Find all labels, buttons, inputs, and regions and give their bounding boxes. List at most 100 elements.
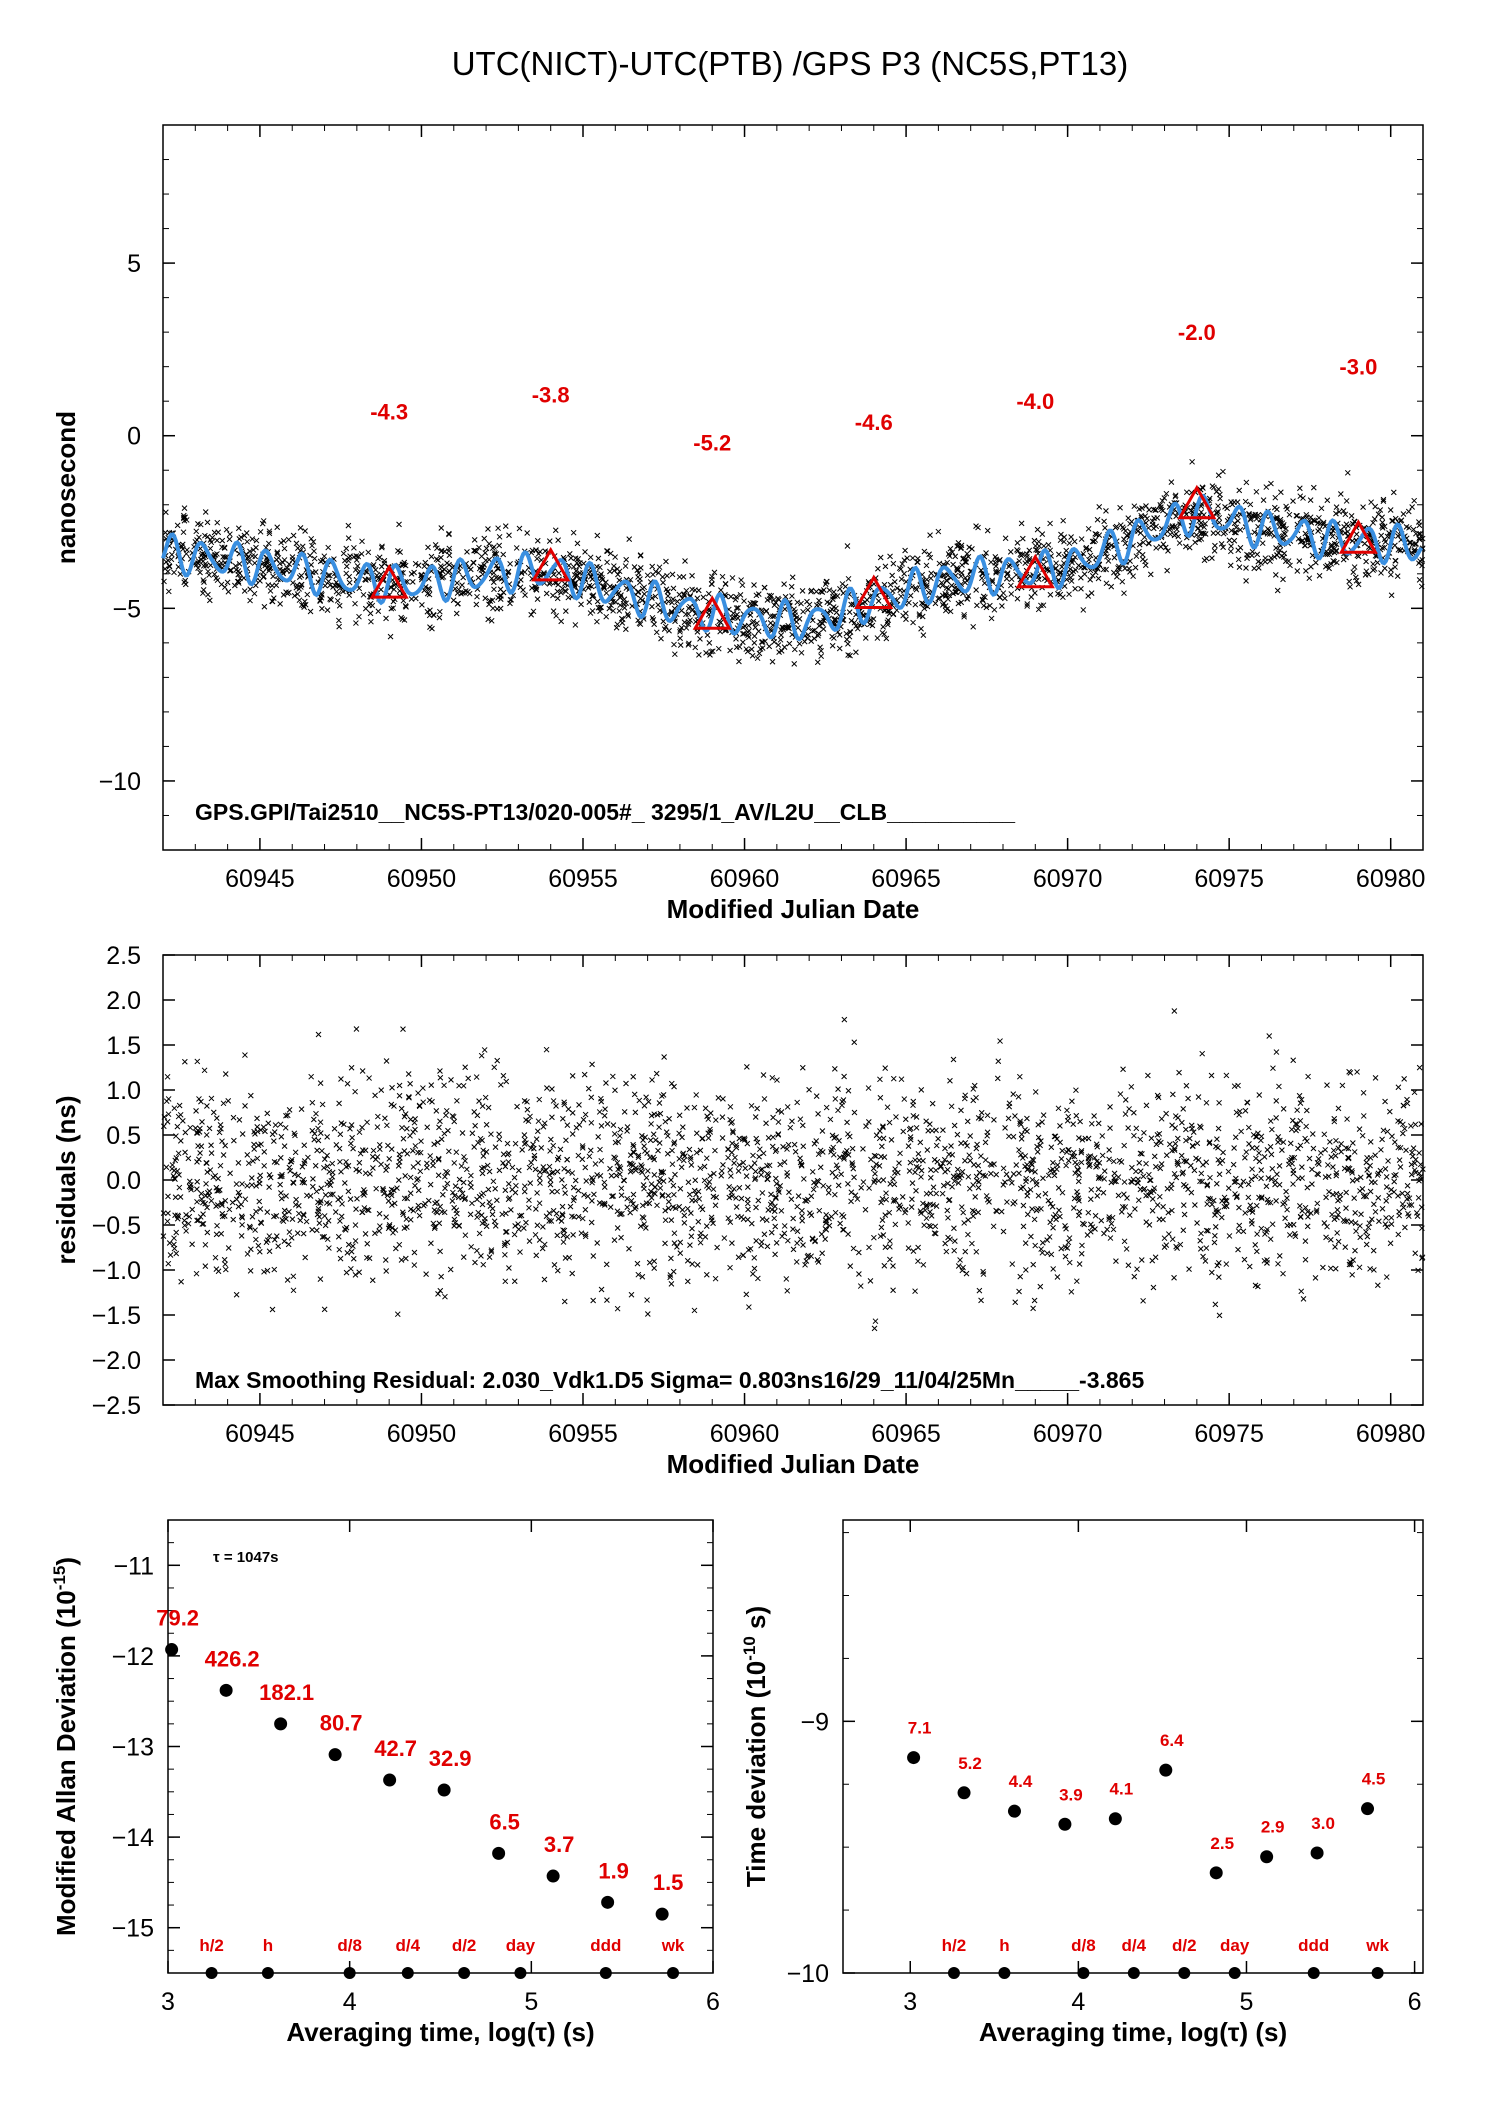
- data-point: [428, 553, 435, 560]
- data-point: [660, 579, 666, 586]
- residual-point: [345, 1241, 352, 1248]
- residual-point: [787, 1124, 794, 1131]
- residual-point: [394, 1311, 401, 1318]
- residual-point: [582, 1164, 589, 1171]
- residual-point: [338, 1213, 345, 1220]
- data-point: [740, 639, 746, 646]
- data-point: [983, 550, 989, 556]
- data-point: [224, 579, 231, 586]
- data-point: [340, 550, 347, 557]
- residual-point: [705, 1184, 712, 1191]
- data-point: [1389, 518, 1395, 524]
- residual-point: [676, 1130, 682, 1137]
- residual-point: [345, 1188, 352, 1195]
- residual-point: [753, 1204, 759, 1211]
- residual-point: [1203, 1099, 1210, 1106]
- residual-point: [511, 1174, 518, 1181]
- data-point: [963, 559, 970, 565]
- data-point: [1078, 536, 1085, 542]
- residual-point: [316, 1220, 323, 1226]
- residual-point: [799, 1064, 806, 1071]
- residual-point: [1298, 1288, 1305, 1295]
- data-point: [181, 505, 188, 512]
- data-point: [928, 575, 934, 582]
- data-point: [197, 569, 203, 576]
- residual-point: [442, 1293, 448, 1300]
- residual-point: [1383, 1173, 1390, 1180]
- data-point: [261, 603, 268, 610]
- data-point: [1212, 542, 1218, 549]
- data-point: [1016, 558, 1023, 564]
- data-point: [1125, 515, 1132, 521]
- residual-point: [289, 1216, 296, 1222]
- residual-point: [554, 1267, 561, 1274]
- data-point: [786, 640, 793, 647]
- data-point: [460, 574, 467, 581]
- data-point: [955, 600, 962, 607]
- residual-point: [194, 1058, 201, 1065]
- residual-point: [1037, 1283, 1044, 1290]
- data-point: [1416, 519, 1422, 525]
- data-point: [1047, 520, 1053, 527]
- residual-point: [800, 1143, 807, 1150]
- residual-point: [383, 1268, 390, 1274]
- residual-point: [868, 1156, 874, 1163]
- data-point: [1127, 520, 1133, 527]
- residual-point: [1391, 1139, 1398, 1145]
- residual-point: [582, 1206, 589, 1213]
- data-point: [226, 536, 233, 543]
- residual-point: [732, 1154, 738, 1161]
- residual-point: [415, 1090, 421, 1096]
- residual-point: [718, 1168, 725, 1174]
- residual-point: [1237, 1182, 1244, 1189]
- residual-point: [1126, 1212, 1133, 1218]
- residual-point: [1322, 1146, 1329, 1153]
- residual-point: [750, 1271, 756, 1277]
- residual-point: [1367, 1162, 1373, 1169]
- residual-point: [867, 1278, 874, 1284]
- residual-point: [1306, 1155, 1313, 1162]
- residual-point: [1005, 1115, 1012, 1122]
- data-point: [1247, 516, 1254, 523]
- residual-point: [881, 1154, 888, 1160]
- residual-point: [978, 1297, 984, 1304]
- data-point: [676, 591, 683, 598]
- residual-point: [1010, 1133, 1017, 1140]
- data-point: [325, 544, 332, 551]
- residual-point: [1349, 1177, 1356, 1184]
- residual-point: [277, 1121, 284, 1128]
- residual-point: [688, 1233, 695, 1240]
- data-point: [1218, 541, 1225, 547]
- data-point: [649, 563, 656, 570]
- residual-point: [860, 1179, 867, 1185]
- data-point: [336, 623, 342, 630]
- data-point: [696, 652, 702, 658]
- data-point: [270, 595, 277, 601]
- marker-label: -4.0: [1016, 389, 1054, 414]
- data-point: [894, 585, 901, 592]
- data-point: [353, 620, 359, 626]
- residual-point: [382, 1115, 388, 1122]
- residual-point: [537, 1180, 543, 1186]
- data-point: [1140, 539, 1147, 546]
- residual-point: [778, 1207, 785, 1214]
- data-point: [1095, 575, 1102, 582]
- data-point: [1379, 514, 1385, 521]
- residual-point: [491, 1218, 498, 1225]
- data-point: [781, 581, 787, 587]
- residual-point: [875, 1177, 882, 1184]
- residual-point: [336, 1246, 343, 1253]
- x-tick-label: 60960: [710, 865, 780, 893]
- data-point: [927, 532, 933, 538]
- residual-point: [383, 1058, 390, 1064]
- residual-point: [1023, 1178, 1029, 1185]
- residual-point: [1367, 1139, 1374, 1145]
- residual-point: [206, 1125, 213, 1132]
- residual-point: [662, 1118, 669, 1125]
- data-point: [211, 571, 218, 578]
- marker-label: -4.3: [370, 400, 408, 425]
- residual-point: [213, 1115, 220, 1121]
- residual-point: [569, 1270, 576, 1277]
- x-tick-label: 60980: [1356, 1420, 1426, 1448]
- residual-point: [1006, 1103, 1013, 1110]
